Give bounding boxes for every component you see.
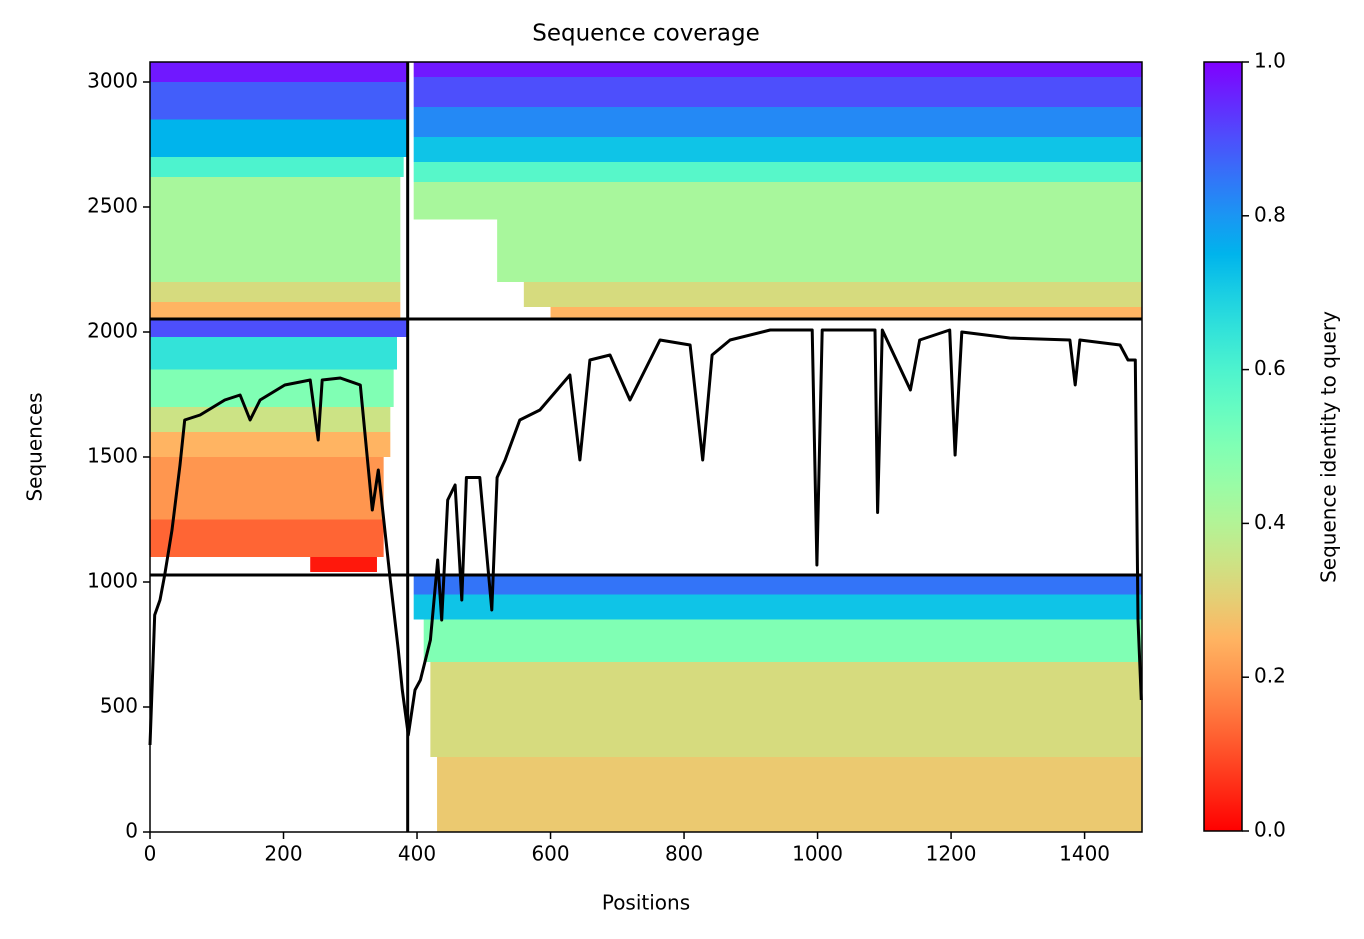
y-axis-label: Sequences (23, 392, 47, 501)
heatmap-block (413, 182, 1142, 220)
x-tick-label: 800 (665, 842, 703, 866)
heatmap-block (413, 62, 1142, 77)
y-tick-label: 1000 (87, 569, 138, 593)
y-tick-label: 2000 (87, 319, 138, 343)
coverage-line (148, 328, 1143, 746)
y-tick-label: 0 (125, 819, 138, 843)
colorbar (1203, 61, 1243, 832)
heatmap-block (150, 82, 408, 120)
heatmap-block (150, 157, 404, 177)
x-axis-label: Positions (602, 891, 690, 915)
heatmap-block (150, 302, 401, 319)
heatmap-block (413, 77, 1142, 107)
colorbar-tick-label: 0.4 (1254, 510, 1286, 534)
heatmap-block (150, 432, 391, 457)
heatmap-block (413, 137, 1142, 162)
x-tick-label: 1200 (926, 842, 977, 866)
heatmap-block (523, 282, 1142, 307)
heatmap-block (550, 307, 1142, 319)
colorbar-tick-label: 1.0 (1254, 49, 1286, 73)
heatmap-block (310, 557, 377, 572)
heatmap-block (497, 219, 1142, 282)
colorbar-tick-label: 0.0 (1254, 818, 1286, 842)
chart-title: Sequence coverage (532, 21, 760, 47)
heatmap-block (413, 575, 1142, 595)
heatmap-block (413, 107, 1142, 137)
y-tick-label: 500 (100, 694, 138, 718)
x-tick-label: 600 (531, 842, 569, 866)
y-tick-label: 3000 (87, 69, 138, 93)
y-tick-label: 1500 (87, 444, 138, 468)
x-tick-label: 1000 (792, 842, 843, 866)
y-tick-label: 2500 (87, 194, 138, 218)
heatmap-block (150, 369, 394, 407)
x-tick-label: 1400 (1059, 842, 1110, 866)
heatmap-block (437, 757, 1142, 832)
x-tick-label: 400 (398, 842, 436, 866)
heatmap-block (423, 619, 1143, 662)
heatmap-block (150, 177, 401, 282)
heatmap-block (150, 282, 401, 302)
heatmap-block (413, 594, 1142, 620)
heatmap-block (150, 337, 397, 370)
heatmap-block (413, 162, 1142, 182)
x-tick-label: 0 (144, 842, 157, 866)
plot-frame (149, 61, 1143, 833)
colorbar-tick-label: 0.2 (1254, 664, 1286, 688)
x-tick-label: 200 (264, 842, 302, 866)
colorbar-tick-label: 0.8 (1254, 202, 1286, 226)
heatmap-block (430, 662, 1143, 757)
heatmap-block (150, 119, 408, 157)
colorbar-label: Sequence identity to query (1317, 311, 1341, 583)
heatmap-block (150, 62, 408, 82)
colorbar-tick-label: 0.6 (1254, 356, 1286, 380)
heatmap-block (150, 319, 408, 337)
heatmap-block (150, 519, 384, 557)
heatmap-block (150, 457, 384, 520)
